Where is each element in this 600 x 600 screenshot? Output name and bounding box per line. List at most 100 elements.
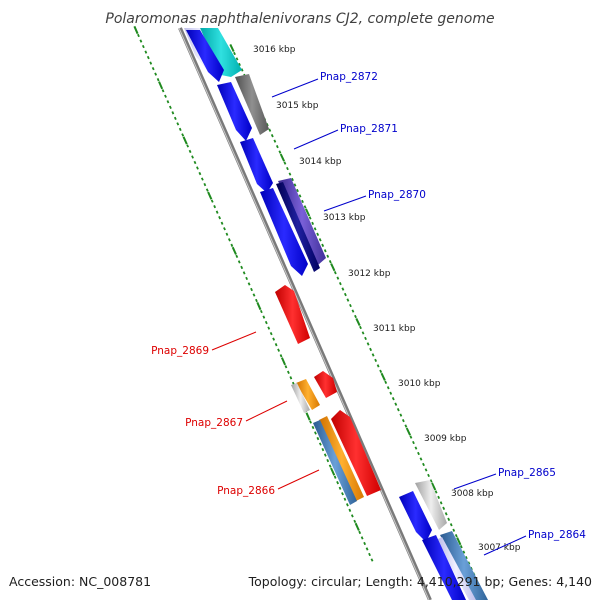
gene-Pnap_2866-c <box>313 420 357 505</box>
gene-label-Pnap_2871[interactable]: Pnap_2871 <box>340 123 398 135</box>
inner-minor-tick <box>161 89 165 93</box>
outer-minor-tick <box>462 550 466 554</box>
inner-minor-tick <box>230 243 234 247</box>
gene-Pnap_2864-a <box>440 531 488 600</box>
kbp-label: 3008 kbp <box>451 489 494 499</box>
gene-label-Pnap_2867[interactable]: Pnap_2867 <box>185 417 243 429</box>
gene-label-Pnap_2870[interactable]: Pnap_2870 <box>368 189 426 201</box>
inner-minor-tick <box>338 486 342 490</box>
inner-major-tick <box>305 412 311 421</box>
outer-minor-tick <box>364 336 367 341</box>
gene-Pnap_2869 <box>275 285 310 344</box>
outer-minor-tick <box>318 238 322 242</box>
inner-tick-ring <box>133 25 374 562</box>
outer-minor-tick <box>374 358 378 362</box>
outer-minor-tick <box>346 298 350 302</box>
inner-minor-tick <box>178 127 182 132</box>
outer-minor-tick <box>391 397 395 401</box>
outer-minor-tick <box>386 386 390 390</box>
kbp-label: 3012 kbp <box>348 269 391 279</box>
kbp-label: 3009 kbp <box>424 434 467 444</box>
inner-minor-tick <box>279 354 283 358</box>
inner-minor-tick <box>215 210 219 214</box>
outer-minor-tick <box>449 523 453 527</box>
inner-minor-tick <box>188 149 192 154</box>
outer-minor-tick <box>238 62 241 67</box>
inner-minor-tick <box>137 33 140 38</box>
gene-label-Pnap_2872[interactable]: Pnap_2872 <box>320 71 378 83</box>
inner-minor-tick <box>247 282 251 286</box>
inner-minor-tick <box>370 558 374 562</box>
outer-minor-tick <box>349 303 352 308</box>
gene-Pnap_2870-b <box>276 182 320 272</box>
inner-minor-tick <box>328 464 332 468</box>
outer-minor-tick <box>343 292 347 297</box>
outer-minor-tick <box>396 408 400 412</box>
genome-summary-text: Topology: circular; Length: 4,410,291 bp… <box>248 574 592 589</box>
outer-minor-tick <box>313 227 317 231</box>
outer-minor-tick <box>326 254 330 258</box>
leader-Pnap_2864 <box>483 535 527 556</box>
outer-minor-tick <box>434 490 438 494</box>
inner-minor-tick <box>323 453 327 457</box>
inner-minor-tick <box>314 431 317 435</box>
inner-minor-tick <box>191 155 194 159</box>
outer-minor-tick <box>439 501 443 505</box>
inner-minor-tick <box>220 221 224 225</box>
outer-minor-tick <box>366 342 370 346</box>
kbp-label: 3014 kbp <box>299 157 342 167</box>
gene-forward-3016 <box>186 30 224 82</box>
outer-minor-tick <box>233 51 236 56</box>
outer-minor-tick <box>338 282 342 286</box>
inner-minor-tick <box>326 458 330 463</box>
gene-forward-3013 <box>260 188 308 276</box>
outer-major-tick <box>229 43 235 53</box>
gene-label-Pnap_2866[interactable]: Pnap_2866 <box>217 485 275 497</box>
inner-minor-tick <box>173 116 177 120</box>
leader-Pnap_2871 <box>293 129 339 150</box>
inner-minor-tick <box>269 332 273 336</box>
inner-minor-tick <box>345 503 349 507</box>
outer-minor-tick <box>427 473 430 478</box>
gene-label-Pnap_2869[interactable]: Pnap_2869 <box>151 345 209 357</box>
outer-minor-tick <box>409 435 413 439</box>
inner-minor-tick <box>166 100 170 104</box>
inner-minor-tick <box>176 122 180 126</box>
outer-major-tick <box>355 317 361 327</box>
inner-minor-tick <box>311 425 315 430</box>
outer-minor-tick <box>268 128 272 132</box>
outer-minor-tick <box>394 402 398 406</box>
outer-minor-tick <box>316 232 320 236</box>
kbp-label: 3016 kbp <box>253 45 296 55</box>
gene-Pnap_2864 <box>422 535 466 600</box>
inner-minor-tick <box>203 182 207 187</box>
outer-minor-tick <box>351 309 355 313</box>
gene-Pnap_2864-b <box>436 537 476 600</box>
outer-minor-tick <box>399 413 403 417</box>
outer-minor-tick <box>414 446 418 450</box>
inner-minor-tick <box>168 105 172 109</box>
gene-Pnap_2872 <box>235 74 269 135</box>
outer-minor-tick <box>235 57 239 61</box>
outer-minor-tick <box>369 347 373 352</box>
inner-minor-tick <box>360 536 364 540</box>
outer-minor-tick <box>270 134 274 138</box>
outer-major-tick <box>430 482 437 491</box>
inner-minor-tick <box>259 309 263 314</box>
inner-minor-tick <box>333 475 337 479</box>
inner-minor-tick <box>164 94 167 98</box>
outer-minor-tick <box>286 166 289 171</box>
inner-minor-tick <box>235 254 239 258</box>
outer-minor-tick <box>321 243 325 247</box>
outer-minor-tick <box>379 369 383 373</box>
inner-minor-tick <box>171 111 175 115</box>
gene-label-Pnap_2864[interactable]: Pnap_2864 <box>528 529 586 541</box>
outer-minor-tick <box>278 150 282 154</box>
outer-minor-tick <box>323 249 327 253</box>
outer-minor-tick <box>288 172 292 176</box>
gene-label-Pnap_2865[interactable]: Pnap_2865 <box>498 467 556 479</box>
reverse-strand-genes <box>275 285 381 505</box>
leader-Pnap_2865 <box>453 473 497 490</box>
inner-minor-tick <box>218 216 222 220</box>
inner-minor-tick <box>365 547 369 551</box>
